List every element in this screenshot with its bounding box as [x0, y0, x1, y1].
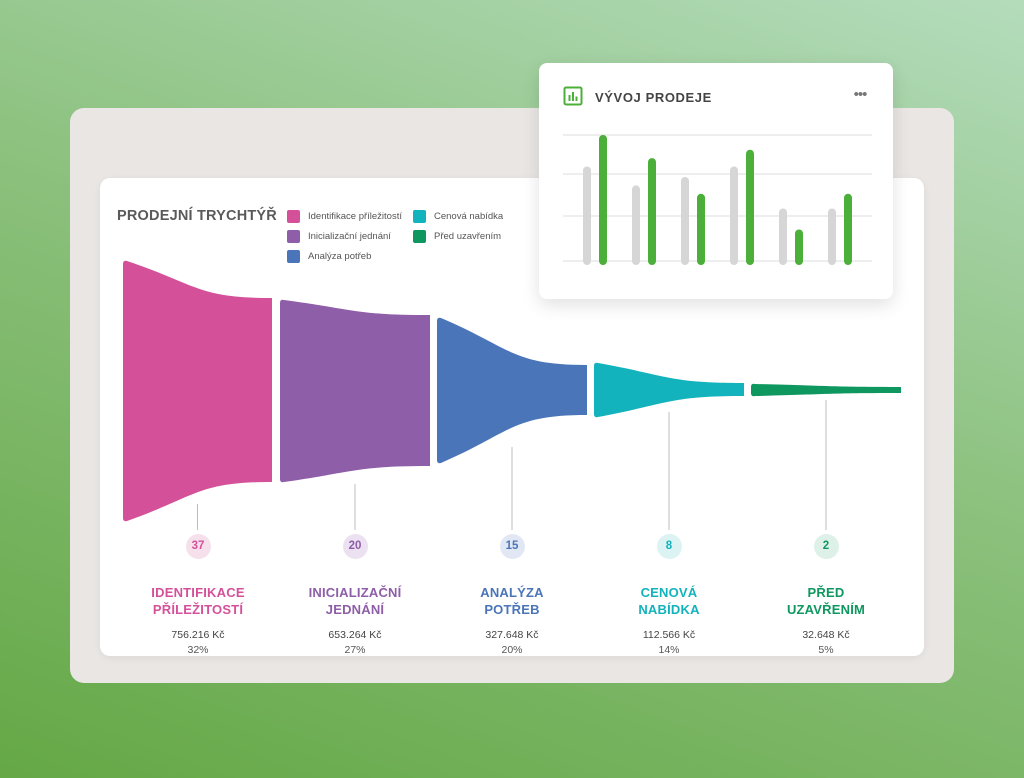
more-options-button[interactable]: ••• — [848, 87, 872, 103]
stage-name: INICIALIZAČNÍ JEDNÁNÍ — [280, 584, 430, 618]
legend-label: Identifikace příležitostí — [308, 211, 402, 222]
legend-label: Inicializační jednání — [308, 231, 391, 242]
bar-previous[interactable] — [632, 185, 640, 265]
bar-chart-icon — [563, 86, 583, 106]
stage-count-badge: 37 — [185, 534, 211, 559]
funnel-segment[interactable] — [437, 317, 587, 464]
funnel-title: PRODEJNÍ TRYCHTÝŘ — [117, 208, 277, 224]
stage-name-line: INICIALIZAČNÍ — [308, 585, 402, 600]
stage-percent: 27% — [344, 644, 366, 656]
funnel-graphic — [123, 260, 901, 530]
bar-previous[interactable] — [730, 166, 738, 266]
stage-name-line: UZAVŘENÍM — [786, 602, 866, 617]
stage-name-line: POTŘEB — [484, 602, 540, 617]
legend-item-analyza: Analýza potřeb — [287, 250, 371, 263]
stage-name-line: NABÍDKA — [638, 602, 700, 617]
legend-item-pred-uzavrenim: Před uzavřením — [413, 230, 501, 243]
stage-name-line: PŘED — [807, 585, 845, 600]
stage-name: IDENTIFIKACE PŘÍLEŽITOSTÍ — [123, 584, 273, 618]
stage-name-line: ANALÝZA — [480, 585, 544, 600]
legend-swatch — [287, 230, 300, 243]
legend-item-inicializacni: Inicializační jednání — [287, 230, 391, 243]
stage-name-line: PŘÍLEŽITOSTÍ — [152, 602, 244, 617]
legend-swatch — [413, 210, 426, 223]
bar-previous[interactable] — [779, 208, 787, 266]
stage-name-line: IDENTIFIKACE — [151, 585, 245, 600]
funnel-segment[interactable] — [280, 299, 430, 483]
legend-swatch — [287, 250, 300, 263]
bar-previous[interactable] — [583, 166, 591, 266]
stage-percent: 20% — [501, 644, 523, 656]
bar-current[interactable] — [648, 158, 656, 265]
stage-name-line: CENOVÁ — [640, 585, 698, 600]
bar-current[interactable] — [599, 135, 607, 265]
legend-label: Před uzavřením — [434, 231, 502, 242]
stage-count-badge: 8 — [656, 534, 682, 559]
stage-pred-uzavrenim[interactable]: 2 PŘED UZAVŘENÍM 32.648 Kč 5% — [751, 534, 901, 658]
stage-amount: 653.264 Kč — [328, 629, 382, 641]
stage-amount: 112.566 Kč — [642, 629, 696, 641]
stage-amount: 32.648 Kč — [802, 629, 850, 641]
stage-name: ANALÝZA POTŘEB — [437, 584, 587, 618]
stage-name-line: JEDNÁNÍ — [325, 602, 385, 617]
bar-current[interactable] — [795, 229, 803, 266]
stage-name: CENOVÁ NABÍDKA — [594, 584, 744, 618]
stage-count-badge: 15 — [499, 534, 525, 559]
funnel-segment[interactable] — [751, 383, 901, 397]
legend-item-cenova: Cenová nabídka — [413, 210, 503, 223]
legend-label: Cenová nabídka — [434, 211, 504, 222]
sales-bar-chart — [563, 134, 872, 266]
legend-swatch — [287, 210, 300, 223]
stage-percent: 32% — [187, 644, 209, 656]
funnel-segment[interactable] — [123, 260, 272, 522]
stage-percent: 14% — [658, 644, 680, 656]
bar-previous[interactable] — [828, 208, 836, 266]
bar-current[interactable] — [697, 193, 705, 265]
stage-analyza[interactable]: 15 ANALÝZA POTŘEB 327.648 Kč 20% — [437, 534, 587, 658]
stage-cenova[interactable]: 8 CENOVÁ NABÍDKA 112.566 Kč 14% — [594, 534, 744, 658]
stage-count-badge: 2 — [813, 534, 839, 559]
legend-swatch — [413, 230, 426, 243]
sales-trend-card: VÝVOJ PRODEJE ••• — [539, 63, 893, 299]
funnel-segment[interactable] — [594, 362, 744, 418]
stage-inicializacni[interactable]: 20 INICIALIZAČNÍ JEDNÁNÍ 653.264 Kč 27% — [280, 534, 430, 658]
stage-amount: 756.216 Kč — [171, 629, 225, 641]
stage-amount: 327.648 Kč — [485, 629, 539, 641]
bar-current[interactable] — [746, 149, 754, 265]
funnel-legend: Identifikace příležitostí Inicializační … — [287, 210, 547, 270]
stage-identifikace[interactable]: 37 IDENTIFIKACE PŘÍLEŽITOSTÍ 756.216 Kč … — [123, 534, 273, 658]
sales-title: VÝVOJ PRODEJE — [595, 90, 712, 105]
more-horizontal-icon: ••• — [853, 86, 868, 103]
stage-count-badge: 20 — [342, 534, 368, 559]
bar-current[interactable] — [844, 193, 852, 265]
legend-item-identifikace: Identifikace příležitostí — [287, 210, 402, 223]
stage-name: PŘED UZAVŘENÍM — [751, 584, 901, 618]
bar-previous[interactable] — [681, 177, 689, 265]
legend-label: Analýza potřeb — [308, 251, 372, 262]
stage-percent: 5% — [818, 644, 834, 656]
